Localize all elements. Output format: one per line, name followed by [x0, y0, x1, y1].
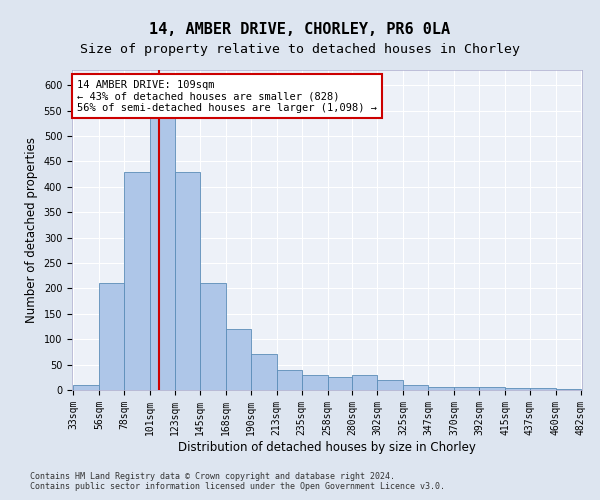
Bar	[479, 388, 505, 390]
Text: Size of property relative to detached houses in Chorley: Size of property relative to detached ho…	[80, 42, 520, 56]
Bar	[530, 388, 556, 390]
Bar	[352, 375, 377, 390]
Bar	[251, 354, 277, 390]
Bar	[505, 388, 530, 390]
Bar	[124, 172, 150, 390]
Bar	[302, 375, 328, 390]
Bar	[200, 284, 226, 390]
Bar	[377, 380, 403, 390]
Text: 14, AMBER DRIVE, CHORLEY, PR6 0LA: 14, AMBER DRIVE, CHORLEY, PR6 0LA	[149, 22, 451, 38]
Bar	[428, 388, 454, 390]
Y-axis label: Number of detached properties: Number of detached properties	[25, 137, 38, 323]
Bar	[150, 85, 175, 390]
Text: 14 AMBER DRIVE: 109sqm
← 43% of detached houses are smaller (828)
56% of semi-de: 14 AMBER DRIVE: 109sqm ← 43% of detached…	[77, 80, 377, 113]
Bar	[175, 172, 200, 390]
X-axis label: Distribution of detached houses by size in Chorley: Distribution of detached houses by size …	[178, 440, 476, 454]
Bar	[403, 385, 428, 390]
Bar	[454, 388, 479, 390]
Bar	[277, 370, 302, 390]
Bar	[73, 385, 99, 390]
Bar	[99, 284, 124, 390]
Bar	[556, 389, 581, 390]
Text: Contains HM Land Registry data © Crown copyright and database right 2024.: Contains HM Land Registry data © Crown c…	[30, 472, 395, 481]
Bar	[328, 378, 352, 390]
Bar	[226, 329, 251, 390]
Text: Contains public sector information licensed under the Open Government Licence v3: Contains public sector information licen…	[30, 482, 445, 491]
